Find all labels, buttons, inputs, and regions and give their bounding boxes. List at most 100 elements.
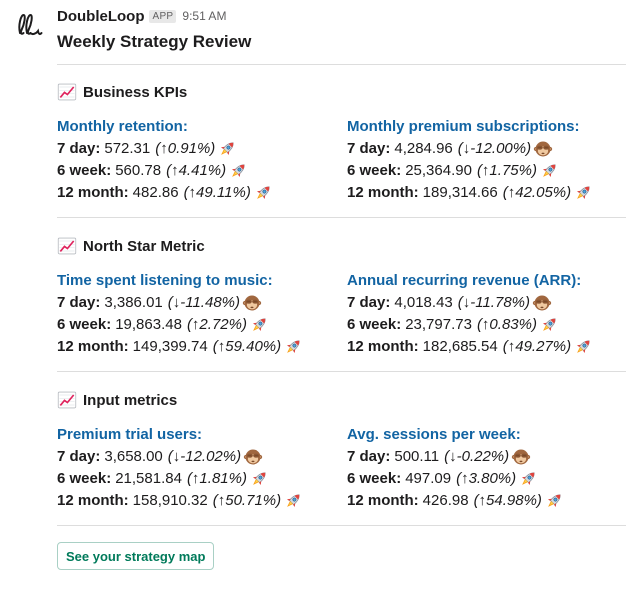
metric-row: 6 week: 25,364.90 (↑1.75%) — [347, 160, 593, 182]
metric-change: (↓-0.22%) — [444, 448, 510, 465]
metric-row: 7 day: 3,386.01 (↓-11.48%) — [57, 292, 303, 314]
metric-row: 12 month: 149,399.74 (↑59.40%) — [57, 336, 303, 358]
metric-name: Time spent listening to music: — [57, 272, 273, 289]
see-no-evil-monkey-icon — [532, 293, 552, 313]
metric-row: 6 week: 497.09 (↑3.80%) — [347, 468, 564, 490]
see-no-evil-monkey-icon — [533, 139, 553, 159]
metric-block: Annual recurring revenue (ARR): 7 day: 4… — [347, 270, 593, 358]
metric-name: Premium trial users: — [57, 426, 203, 443]
chart-increasing-icon — [57, 236, 77, 256]
section-title: North Star Metric — [83, 237, 205, 255]
metric-change: (↑42.05%) — [502, 184, 572, 201]
metric-value: 149,399.74 — [132, 338, 208, 355]
metric-value: 497.09 — [405, 470, 452, 487]
app-badge: APP — [149, 9, 177, 23]
metric-change: (↑1.75%) — [476, 162, 537, 179]
metric-change: (↑50.71%) — [212, 492, 282, 509]
period-label: 6 week: — [347, 470, 402, 487]
section-header: Business KPIs — [57, 82, 187, 102]
rocket-icon — [573, 183, 593, 203]
metric-value: 158,910.32 — [132, 492, 208, 509]
metric-name: Monthly retention: — [57, 118, 188, 135]
period-label: 7 day: — [57, 448, 101, 465]
metric-change: (↑54.98%) — [473, 492, 542, 509]
metric-block: Monthly premium subscriptions: 7 day: 4,… — [347, 116, 593, 204]
metric-row: 7 day: 500.11 (↓-0.22%) — [347, 446, 564, 468]
timestamp[interactable]: 9:51 AM — [182, 9, 227, 23]
section-title: Business KPIs — [83, 83, 188, 101]
metric-value: 19,863.48 — [115, 316, 182, 333]
metric-value: 482.86 — [132, 184, 179, 201]
period-label: 6 week: — [57, 316, 112, 333]
metric-value: 560.78 — [115, 162, 162, 179]
rocket-icon — [283, 491, 303, 511]
metric-block: Time spent listening to music: 7 day: 3,… — [57, 270, 303, 358]
period-label: 6 week: — [347, 316, 402, 333]
metric-row: 12 month: 158,910.32 (↑50.71%) — [57, 490, 303, 512]
rocket-icon — [518, 469, 538, 489]
metric-value: 3,386.01 — [104, 294, 163, 311]
period-label: 7 day: — [347, 448, 391, 465]
metric-name: Monthly premium subscriptions: — [347, 118, 580, 135]
rocket-icon — [539, 315, 559, 335]
divider — [57, 525, 626, 526]
section-title: Input metrics — [83, 391, 178, 409]
metric-row: 6 week: 23,797.73 (↑0.83%) — [347, 314, 593, 336]
period-label: 6 week: — [57, 162, 112, 179]
metric-name: Avg. sessions per week: — [347, 426, 521, 443]
metric-value: 572.31 — [104, 140, 151, 157]
metric-row: 7 day: 4,284.96 (↓-12.00%) — [347, 138, 593, 160]
rocket-icon — [539, 161, 559, 181]
rocket-icon — [573, 337, 593, 357]
metric-value: 500.11 — [394, 448, 440, 465]
metric-change: (↓-11.48%) — [167, 294, 240, 311]
section-header: North Star Metric — [57, 236, 205, 256]
period-label: 12 month: — [57, 184, 129, 201]
metric-change: (↑2.72%) — [186, 316, 247, 333]
metric-value: 23,797.73 — [405, 316, 472, 333]
rocket-icon — [283, 337, 303, 357]
metric-row: 6 week: 560.78 (↑4.41%) — [57, 160, 273, 182]
metric-row: 12 month: 426.98 (↑54.98%) — [347, 490, 564, 512]
period-label: 12 month: — [57, 492, 129, 509]
metric-change: (↓-12.02%) — [167, 448, 242, 465]
rocket-icon — [249, 469, 269, 489]
see-no-evil-monkey-icon — [511, 447, 531, 467]
metric-block: Monthly retention: 7 day: 572.31 (↑0.91%… — [57, 116, 273, 204]
see-strategy-map-button[interactable]: See your strategy map — [57, 542, 215, 570]
metric-row: 6 week: 19,863.48 (↑2.72%) — [57, 314, 303, 336]
divider — [57, 217, 626, 218]
rocket-icon — [228, 161, 248, 181]
see-no-evil-monkey-icon — [243, 447, 263, 467]
rocket-icon — [544, 491, 564, 511]
period-label: 7 day: — [347, 294, 391, 311]
rocket-icon — [253, 183, 273, 203]
chart-increasing-icon — [57, 390, 77, 410]
doubleloop-logo-icon[interactable] — [17, 12, 43, 38]
period-label: 12 month: — [347, 338, 419, 355]
metric-value: 426.98 — [422, 492, 469, 509]
rocket-icon — [217, 139, 237, 159]
period-label: 6 week: — [347, 162, 402, 179]
period-label: 12 month: — [347, 492, 419, 509]
metric-change: (↑49.27%) — [502, 338, 572, 355]
message-header: DoubleLoop APP 9:51 AM — [57, 7, 226, 25]
metric-change: (↑1.81%) — [186, 470, 247, 487]
period-label: 7 day: — [347, 140, 391, 157]
metric-change: (↑3.80%) — [456, 470, 517, 487]
period-label: 12 month: — [57, 338, 129, 355]
metric-change: (↓-11.78%) — [457, 294, 530, 311]
chart-increasing-icon — [57, 82, 77, 102]
metric-value: 3,658.00 — [104, 448, 163, 465]
metric-change: (↓-12.00%) — [457, 140, 532, 157]
metric-value: 189,314.66 — [422, 184, 498, 201]
message-title: Weekly Strategy Review — [57, 32, 252, 51]
metric-row: 7 day: 572.31 (↑0.91%) — [57, 138, 273, 160]
divider — [57, 64, 626, 65]
metric-value: 182,685.54 — [422, 338, 498, 355]
sender-name[interactable]: DoubleLoop — [57, 7, 145, 25]
metric-row: 12 month: 182,685.54 (↑49.27%) — [347, 336, 593, 358]
metric-change: (↑0.91%) — [155, 140, 216, 157]
section-header: Input metrics — [57, 390, 177, 410]
metric-row: 6 week: 21,581.84 (↑1.81%) — [57, 468, 303, 490]
